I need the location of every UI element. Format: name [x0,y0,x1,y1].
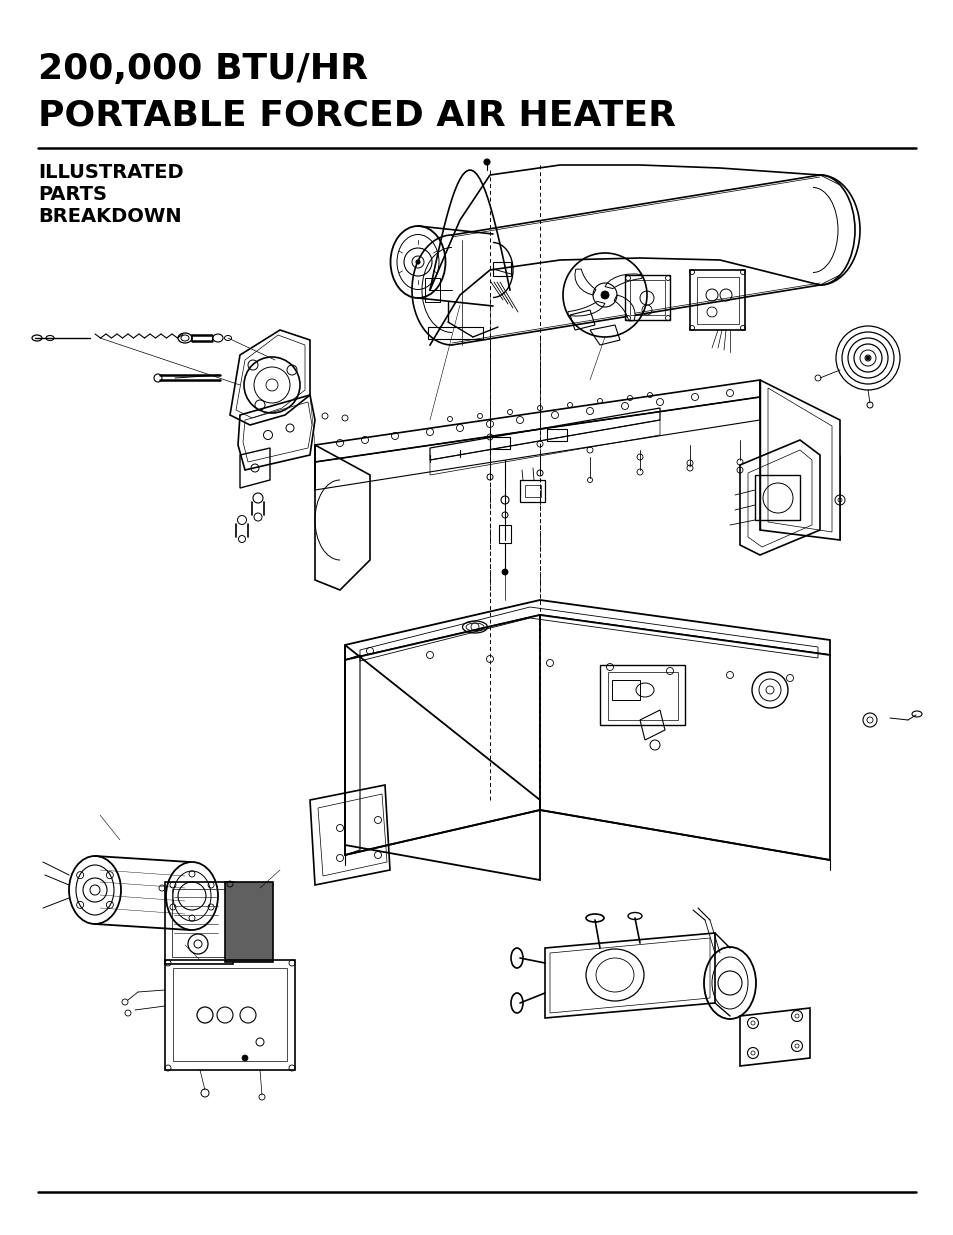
Bar [629,280,664,315]
Bar [599,664,684,725]
Bar [490,437,510,450]
Bar [428,327,482,338]
Bar [172,968,287,1061]
Bar [689,270,744,330]
Bar [424,278,439,303]
Bar [498,525,511,543]
Bar [519,480,544,501]
Bar [165,960,294,1070]
Circle shape [416,261,419,264]
Text: 200,000 BTU/HR: 200,000 BTU/HR [38,52,368,86]
Polygon shape [575,269,596,295]
Bar [697,277,739,324]
Polygon shape [345,615,539,855]
Polygon shape [539,615,829,860]
Circle shape [483,159,490,165]
Polygon shape [567,301,604,316]
Bar [524,485,540,496]
Circle shape [865,356,869,359]
Text: ILLUSTRATED: ILLUSTRATED [38,163,183,182]
Bar [493,262,511,275]
Bar [225,882,273,962]
Bar [624,275,669,320]
Text: PORTABLE FORCED AIR HEATER: PORTABLE FORCED AIR HEATER [38,98,676,132]
Polygon shape [614,295,635,321]
Circle shape [600,291,608,299]
Polygon shape [604,274,641,289]
Circle shape [242,1055,248,1061]
Bar [172,889,227,957]
Bar [165,882,233,965]
Text: BREAKDOWN: BREAKDOWN [38,207,181,226]
Circle shape [501,569,507,576]
Bar [754,475,800,520]
Polygon shape [345,600,829,659]
Bar [546,429,566,441]
Text: PARTS: PARTS [38,185,107,204]
Bar [607,672,678,720]
Bar [612,680,639,700]
